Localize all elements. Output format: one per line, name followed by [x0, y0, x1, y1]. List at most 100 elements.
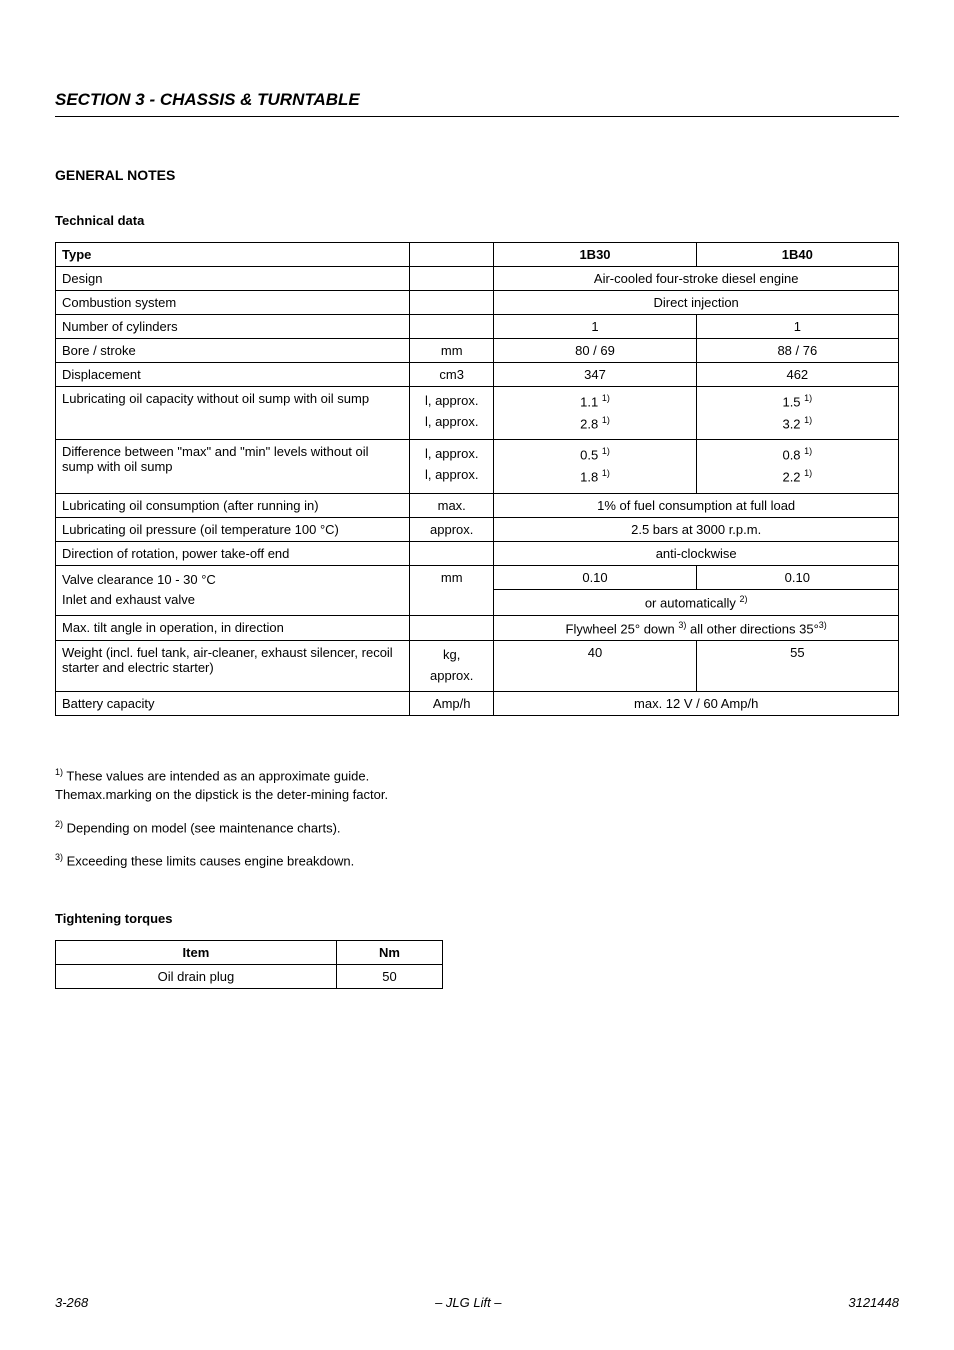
footnote-sup: 1): [804, 446, 812, 456]
unit-line: l, approx.: [425, 393, 478, 408]
table-row: Lubricating oil consumption (after runni…: [56, 493, 899, 517]
footnote-sup: 1): [602, 446, 610, 456]
cell-label: Lubricating oil pressure (oil temperatur…: [56, 517, 410, 541]
cell-unit: [410, 267, 494, 291]
tightening-torques-heading: Tightening torques: [55, 911, 899, 926]
cell-label: Design: [56, 267, 410, 291]
technical-data-table: Type 1B30 1B40 Design Air-cooled four-st…: [55, 242, 899, 716]
table-row: Direction of rotation, power take-off en…: [56, 541, 899, 565]
table-row: Lubricating oil capacity without oil sum…: [56, 387, 899, 440]
table-row: Bore / stroke mm 80 / 69 88 / 76: [56, 339, 899, 363]
cell-value: 1% of fuel consumption at full load: [494, 493, 899, 517]
table-header-row: Type 1B30 1B40: [56, 243, 899, 267]
cell-value: 1.5 1) 3.2 1): [696, 387, 898, 440]
cell-unit: l, approx. l, approx.: [410, 387, 494, 440]
cell-label: Direction of rotation, power take-off en…: [56, 541, 410, 565]
value-line: 2.8: [580, 416, 602, 431]
unit-line: approx.: [430, 668, 473, 683]
cell-unit: max.: [410, 493, 494, 517]
section-title: SECTION 3 - CHASSIS & TURNTABLE: [55, 90, 899, 117]
technical-data-heading: Technical data: [55, 213, 899, 228]
footnote-sup: 1): [602, 415, 610, 425]
cell-nm: 50: [336, 964, 442, 988]
cell-label: Battery capacity: [56, 692, 410, 716]
value-text: Flywheel 25° down: [566, 621, 679, 636]
value-text: or automatically: [645, 595, 740, 610]
cell-value: Air-cooled four-stroke diesel engine: [494, 267, 899, 291]
footer-mid: – JLG Lift –: [435, 1295, 501, 1310]
value-line: 2.2: [782, 470, 804, 485]
footnote-sup: 3): [819, 620, 827, 630]
unit-line: l, approx.: [425, 446, 478, 461]
cell-label: Weight (incl. fuel tank, air-cleaner, ex…: [56, 641, 410, 692]
table-row: Weight (incl. fuel tank, air-cleaner, ex…: [56, 641, 899, 692]
cell-unit: [410, 541, 494, 565]
value-line: 0.8: [782, 448, 804, 463]
table-row: Difference between "max" and "min" level…: [56, 440, 899, 493]
footer-left: 3-268: [55, 1295, 88, 1310]
page-footer: 3-268 – JLG Lift – 3121448: [55, 1295, 899, 1310]
general-notes-heading: GENERAL NOTES: [55, 167, 899, 183]
cell-unit: mm: [410, 339, 494, 363]
table-header-row: Item Nm: [56, 940, 443, 964]
cell-value: anti-clockwise: [494, 541, 899, 565]
footnote-sup: 1): [804, 393, 812, 403]
cell-value: 1: [696, 315, 898, 339]
cell-label: Bore / stroke: [56, 339, 410, 363]
table-row: Combustion system Direct injection: [56, 291, 899, 315]
table-row: Number of cylinders 1 1: [56, 315, 899, 339]
cell-value: 2.5 bars at 3000 r.p.m.: [494, 517, 899, 541]
footnote-sup: 1): [55, 767, 63, 777]
footnote-sup: 2): [55, 819, 63, 829]
table-row: Lubricating oil pressure (oil temperatur…: [56, 517, 899, 541]
unit-line: kg,: [443, 647, 460, 662]
cell-value: Flywheel 25° down 3) all other direction…: [494, 616, 899, 641]
cell-value: 55: [696, 641, 898, 692]
table-row: Battery capacity Amp/h max. 12 V / 60 Am…: [56, 692, 899, 716]
footnote-3: 3) Exceeding these limits causes engine …: [55, 851, 899, 871]
cell-label: Displacement: [56, 363, 410, 387]
cell-label: Difference between "max" and "min" level…: [56, 440, 410, 493]
cell-unit: Amp/h: [410, 692, 494, 716]
cell-unit: cm3: [410, 363, 494, 387]
value-line: 1.5: [782, 394, 804, 409]
value-line: 0.5: [580, 448, 602, 463]
cell-label: Max. tilt angle in operation, in directi…: [56, 616, 410, 641]
footnotes: 1) These values are intended as an appro…: [55, 766, 899, 871]
cell-value: or automatically 2): [494, 590, 899, 616]
cell-label: Number of cylinders: [56, 315, 410, 339]
footer-right: 3121448: [848, 1295, 899, 1310]
cell-value: max. 12 V / 60 Amp/h: [494, 692, 899, 716]
cell-unit: approx.: [410, 517, 494, 541]
cell-value: 462: [696, 363, 898, 387]
footnote-1: 1) These values are intended as an appro…: [55, 766, 899, 804]
table-row: Valve clearance 10 - 30 °C Inlet and exh…: [56, 565, 899, 590]
footnote-sup: 1): [804, 415, 812, 425]
cell-value: 0.10: [494, 565, 696, 590]
cell-value: 1.1 1) 2.8 1): [494, 387, 696, 440]
table-row: Design Air-cooled four-stroke diesel eng…: [56, 267, 899, 291]
th-unit: [410, 243, 494, 267]
cell-value: 88 / 76: [696, 339, 898, 363]
cell-unit: kg, approx.: [410, 641, 494, 692]
cell-label: Lubricating oil consumption (after runni…: [56, 493, 410, 517]
value-line: 1.8: [580, 470, 602, 485]
table-row: Displacement cm3 347 462: [56, 363, 899, 387]
cell-unit: mm: [410, 565, 494, 616]
cell-label: Lubricating oil capacity without oil sum…: [56, 387, 410, 440]
cell-value: 0.8 1) 2.2 1): [696, 440, 898, 493]
footnote-sup: 1): [804, 468, 812, 478]
cell-value: Direct injection: [494, 291, 899, 315]
unit-line: l, approx.: [425, 467, 478, 482]
torque-table: Item Nm Oil drain plug 50: [55, 940, 443, 989]
cell-value: 40: [494, 641, 696, 692]
footnote-sup: 1): [602, 468, 610, 478]
page-container: SECTION 3 - CHASSIS & TURNTABLE GENERAL …: [0, 0, 954, 1029]
cell-item: Oil drain plug: [56, 964, 337, 988]
cell-value: 347: [494, 363, 696, 387]
footnote-2: 2) Depending on model (see maintenance c…: [55, 818, 899, 838]
torque-section: Tightening torques Item Nm Oil drain plu…: [55, 911, 899, 989]
cell-value: 0.5 1) 1.8 1): [494, 440, 696, 493]
cell-unit: l, approx. l, approx.: [410, 440, 494, 493]
footnote-text: These values are intended as an approxim…: [63, 768, 369, 783]
